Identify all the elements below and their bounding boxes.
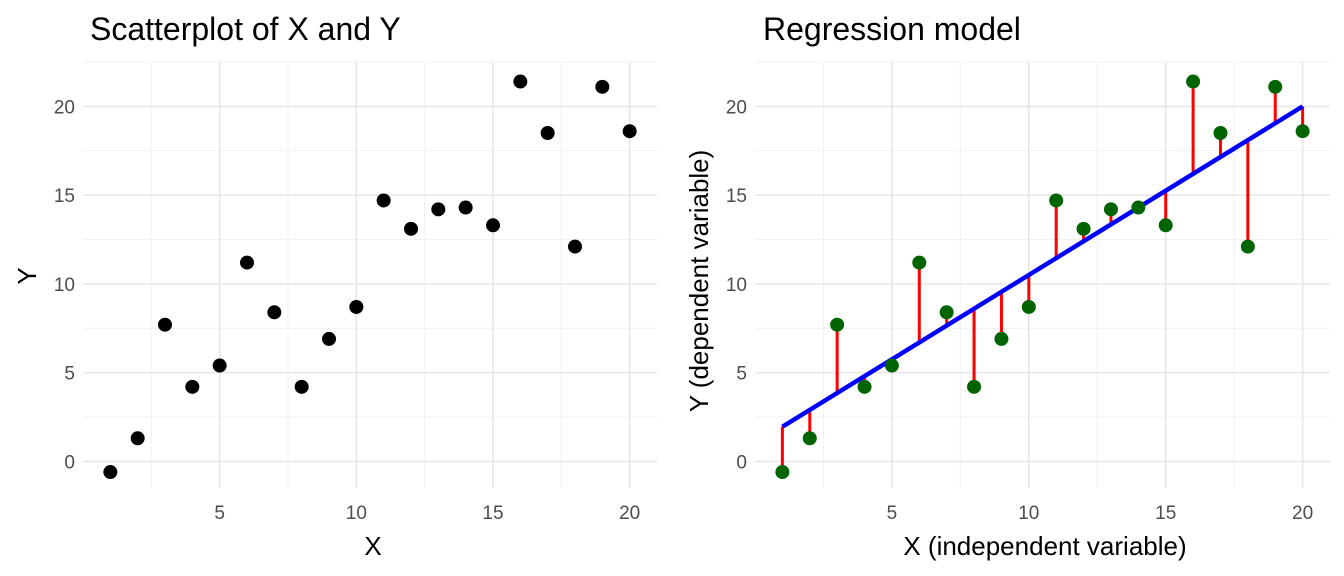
scatterplot-y-tick-label: 10	[54, 275, 75, 296]
data-point	[1103, 202, 1118, 217]
data-point	[1021, 299, 1036, 314]
data-point	[376, 193, 391, 208]
scatterplot-y-axis-label: Y	[12, 267, 42, 284]
scatterplot-y-tick-label: 5	[64, 364, 75, 385]
data-point	[458, 200, 473, 215]
data-point	[994, 331, 1009, 346]
regression-y-tick-label: 20	[726, 97, 747, 118]
scatterplot-y-tick-label: 0	[64, 452, 75, 473]
data-point	[185, 379, 200, 394]
data-point	[1240, 239, 1255, 254]
regression-line	[781, 104, 1304, 429]
regression-y-axis-label: Y (dependent variable)	[684, 150, 714, 413]
data-point	[830, 317, 845, 332]
scatterplot-y-tick-label: 20	[54, 97, 75, 118]
regression-x-tick-label: 5	[887, 503, 898, 524]
data-point	[322, 331, 336, 346]
data-point	[1186, 74, 1201, 89]
regression-x-tick-label: 15	[1155, 503, 1176, 524]
scatterplot-x-tick-label: 5	[214, 503, 225, 524]
scatterplot-x-tick-label: 10	[346, 503, 367, 524]
regression-title: Regression model	[763, 11, 1021, 47]
data-point	[349, 299, 364, 314]
data-point	[912, 255, 927, 270]
data-point	[130, 431, 145, 446]
data-point	[622, 124, 637, 139]
data-point	[240, 255, 254, 270]
scatterplot-y-tick-label: 15	[54, 186, 75, 207]
data-point	[1268, 79, 1283, 94]
data-point	[1076, 221, 1091, 236]
data-point	[884, 358, 899, 373]
data-point	[775, 465, 790, 480]
data-point	[513, 74, 528, 89]
data-point	[1049, 193, 1064, 208]
data-point	[103, 465, 118, 480]
scatterplot-x-tick-label: 20	[619, 503, 640, 524]
scatterplot-x-axis-label: X	[364, 531, 381, 561]
data-point	[404, 221, 418, 236]
regression-y-tick-label: 15	[726, 186, 747, 207]
data-point	[568, 239, 582, 254]
data-point	[1213, 126, 1228, 140]
regression-y-tick-label: 5	[736, 364, 747, 385]
regression-y-tick-label: 10	[726, 275, 747, 296]
data-point	[540, 126, 555, 140]
data-point	[486, 218, 500, 233]
data-point	[158, 317, 172, 332]
regression-x-tick-label: 10	[1018, 503, 1039, 524]
data-point	[267, 305, 282, 320]
data-point	[1295, 124, 1310, 139]
data-point	[1158, 218, 1173, 233]
data-point	[431, 202, 446, 217]
regression-x-axis-label: X (independent variable)	[903, 531, 1186, 561]
data-point	[212, 358, 227, 373]
data-point	[1131, 200, 1146, 215]
regression-panel: 5 10 15 20 0 5 10 15 20 Regression model X (ind…	[684, 11, 1330, 561]
data-point	[294, 379, 309, 394]
data-point	[802, 431, 817, 446]
regression-x-tick-label: 20	[1292, 503, 1313, 524]
regression-y-tick-label: 0	[736, 452, 747, 473]
data-point	[595, 79, 610, 94]
data-point	[967, 379, 982, 394]
scatterplot-x-tick-label: 15	[482, 503, 503, 524]
data-point	[939, 305, 954, 320]
data-point	[857, 379, 872, 394]
scatterplot-title: Scatterplot of X and Y	[90, 11, 401, 47]
